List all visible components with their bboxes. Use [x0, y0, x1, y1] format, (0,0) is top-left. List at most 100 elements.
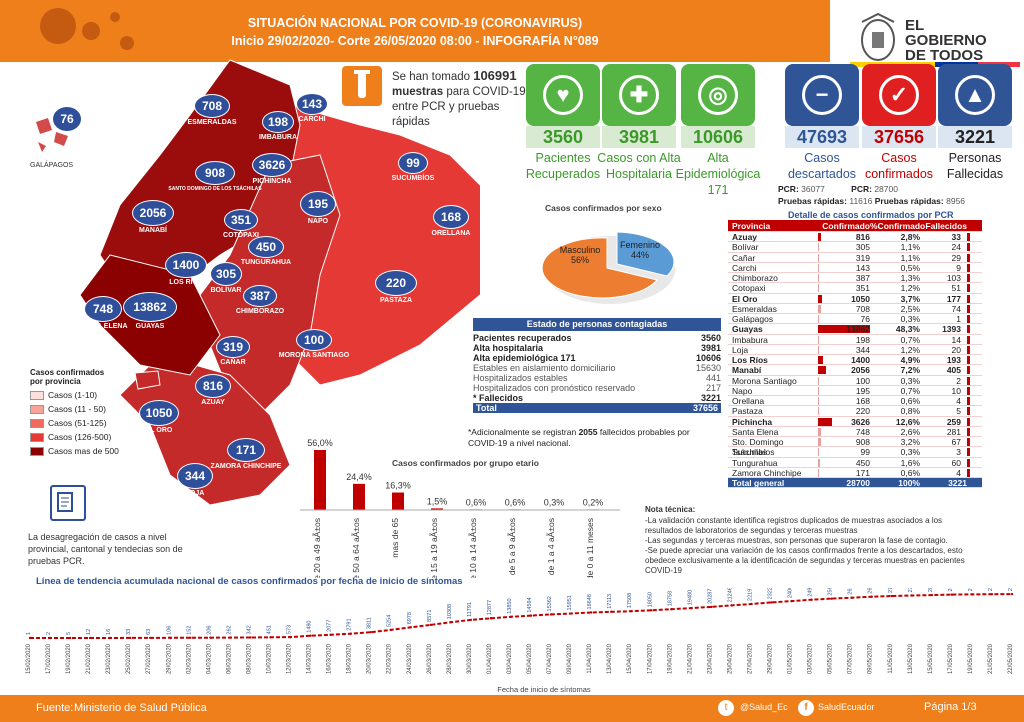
province-name: MANABÍ	[139, 227, 167, 234]
province-table: Provincia Confirmado %Confirmado Falleci…	[728, 220, 982, 489]
trend-point	[710, 605, 713, 609]
province-bubble[interactable]: 319	[216, 336, 250, 358]
province-bubble[interactable]: 99	[398, 152, 428, 174]
twitter-icon[interactable]: t	[718, 700, 734, 716]
trend-value-label: 2	[46, 632, 52, 635]
province-bubble[interactable]: 198	[262, 111, 294, 133]
province-bubble[interactable]: 748	[84, 296, 122, 322]
samples-text: Se han tomado 106991 muestras para COVID…	[392, 68, 529, 128]
trend-point	[990, 592, 994, 596]
trend-value-label: 573	[287, 625, 293, 634]
province-row: Pichincha 3626 12,6% 259	[728, 417, 982, 427]
percent-cell: 48,3%	[895, 324, 920, 335]
trend-tick-label: 11/04/2020	[587, 643, 593, 673]
status-row: * Fallecidos 3221	[473, 393, 721, 403]
facebook-handle[interactable]: SaludEcuador	[818, 702, 875, 712]
status-table: Estado de personas contagiadas Pacientes…	[473, 318, 721, 413]
trend-value-label: 13850	[507, 598, 513, 613]
province-bubble[interactable]: 708	[194, 94, 230, 118]
confirmed-cell: 3626	[818, 417, 870, 427]
trend-tick-label: 29/02/2020	[166, 643, 172, 674]
trend-point	[309, 634, 312, 637]
province-row: Tungurahua 450 1,6% 60	[728, 458, 982, 468]
province-name: ZAMORA CHINCHIPE	[210, 463, 282, 470]
trend-value-label: 8571	[427, 610, 433, 622]
trend-tick-label: 23/02/2020	[106, 643, 112, 674]
status-value: 3221	[700, 393, 721, 403]
province-bubble[interactable]: 344	[177, 463, 213, 489]
province-bubble[interactable]: 171	[227, 438, 265, 462]
confirmed-cell: 748	[818, 427, 870, 437]
trend-tick-label: 21/02/2020	[86, 643, 92, 674]
facebook-icon[interactable]: f	[798, 700, 814, 716]
deaths-cell: 20	[920, 345, 970, 355]
province-row: Carchi 143 0,5% 9	[728, 263, 982, 273]
footer: Fuente: Ministerio de Salud Pública t @S…	[0, 695, 1024, 722]
age-tick-label: de 5 a 9 aÃ±os	[507, 518, 517, 575]
province-bubble[interactable]: 305	[210, 262, 242, 286]
trend-value-label: 206	[206, 625, 212, 634]
trend-point	[690, 606, 693, 610]
trend-tick-label: 03/04/2020	[507, 643, 513, 674]
deaths-cell: 4	[920, 468, 970, 478]
province-bubble[interactable]: 195	[300, 191, 336, 217]
province-name: EL ORO	[145, 427, 173, 434]
status-row: Alta epidemiológica 171 10606	[473, 353, 721, 363]
confirmed-cell: 708	[818, 304, 870, 314]
province-bubble[interactable]: 2056	[132, 200, 174, 226]
trend-value-label: 12	[86, 629, 92, 635]
province-name: AZUAY	[201, 399, 225, 406]
province-bubble[interactable]: 908	[195, 161, 235, 185]
male-pct: 56%	[570, 255, 589, 265]
province-bubble[interactable]: 143	[296, 93, 328, 115]
province-bubble[interactable]: 1400	[165, 252, 207, 278]
province-bubble[interactable]: 220	[375, 270, 417, 296]
province-name: ESMERALDAS	[187, 119, 237, 126]
province-bubble[interactable]: 100	[296, 329, 332, 351]
percent-cell: 1,2%	[900, 344, 920, 355]
province-bubble[interactable]: 450	[248, 236, 284, 258]
confirmed-cell: 1400	[818, 355, 870, 365]
province-name: BOLÍVAR	[210, 287, 242, 294]
legend-entry: Casos (126-500)	[30, 432, 140, 446]
trend-tick-label: 15/05/2020	[928, 643, 934, 674]
trend-value-label: 27721	[908, 588, 914, 593]
age-bar	[431, 508, 443, 510]
province-bubble[interactable]: 3626	[252, 153, 292, 177]
percent-cell: 0,6%	[900, 467, 920, 478]
province-bubble[interactable]: 351	[224, 209, 258, 231]
province-name: PASTAZA	[379, 297, 413, 304]
trend-chart-title: Línea de tendencia acumulada nacional de…	[36, 576, 463, 587]
virus-icon	[110, 12, 120, 22]
status-note: *Adicionalmente se registran 2055 fallec…	[468, 427, 690, 448]
province-bubble[interactable]: 168	[433, 205, 469, 229]
province-row: Galápagos 76 0,3% 1	[728, 314, 982, 325]
twitter-handle[interactable]: @Salud_Ec	[740, 702, 788, 712]
trend-line	[30, 593, 1013, 639]
deaths-cell: 9	[920, 263, 970, 273]
province-bubble[interactable]: 76	[52, 106, 82, 132]
percent-cell: 0,7%	[900, 334, 920, 345]
legend-entry: Casos mas de 500	[30, 446, 140, 460]
legend-entry: Casos (51-125)	[30, 418, 140, 432]
province-cell: Los Ríos	[732, 355, 768, 365]
province-bubble[interactable]: 816	[195, 374, 231, 398]
trend-value-label: 24066	[788, 588, 794, 598]
province-row: Guayas 13862 48,3% 1393	[728, 324, 982, 335]
province-cell: Napo	[732, 385, 753, 396]
trend-tick-label: 11/05/2020	[888, 643, 894, 673]
province-bubble[interactable]: 13862	[123, 292, 177, 322]
age-bar-label: 0,2%	[583, 497, 604, 507]
map-south	[119, 354, 291, 506]
stat-card-icon: ▲	[938, 64, 1012, 126]
trend-value-label: 23221	[768, 588, 774, 599]
age-bar-label: 56,0%	[307, 438, 333, 448]
percent-cell: 7,2%	[900, 365, 920, 376]
trend-tick-label: 21/04/2020	[687, 643, 693, 674]
trend-tick-label: 12/03/2020	[287, 643, 293, 674]
tests-breakdown: PCR: 36077 PCR: 28700 Pruebas rápidas: 1…	[778, 184, 966, 206]
province-bubble[interactable]: 1050	[139, 400, 179, 426]
province-name: IMBABURA	[258, 134, 298, 141]
trend-value-label: 106	[166, 626, 172, 635]
province-bubble[interactable]: 387	[243, 285, 277, 307]
